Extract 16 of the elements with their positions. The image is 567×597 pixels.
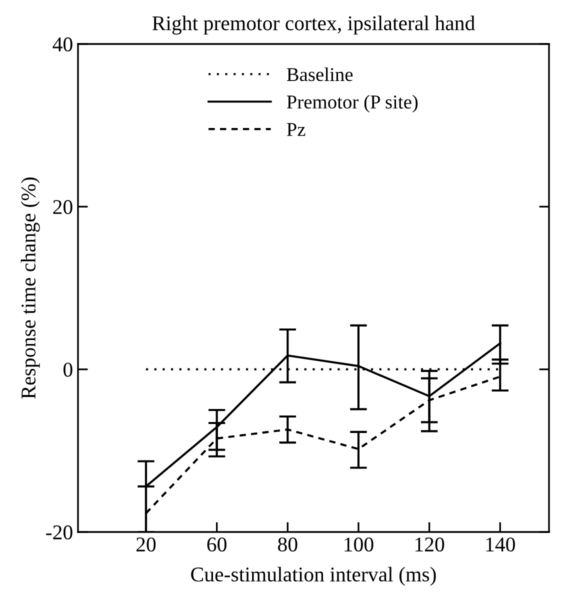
- legend-label: Pz: [286, 123, 306, 136]
- y-tick-label: 20: [53, 200, 72, 214]
- legend-label: Premotor (P site): [286, 94, 418, 113]
- x-tick-label: 140: [486, 537, 515, 552]
- y-axis-title: Response time change (%): [20, 178, 40, 399]
- x-tick-label: 100: [344, 537, 374, 552]
- x-tick-label: 60: [207, 537, 226, 552]
- y-tick-label: 0: [64, 362, 72, 377]
- x-tick-label: 80: [278, 537, 298, 552]
- y-tick-label: 40: [52, 37, 72, 52]
- y-tick-label: -20: [46, 525, 72, 540]
- chart-title: Right premotor cortex, ipsilateral hand: [152, 16, 475, 35]
- x-axis-title: Cue-stimulation interval (ms): [191, 566, 436, 586]
- x-tick-label: 120: [416, 537, 444, 552]
- legend-label: Baseline: [286, 67, 353, 82]
- x-tick-label: 20: [136, 537, 156, 552]
